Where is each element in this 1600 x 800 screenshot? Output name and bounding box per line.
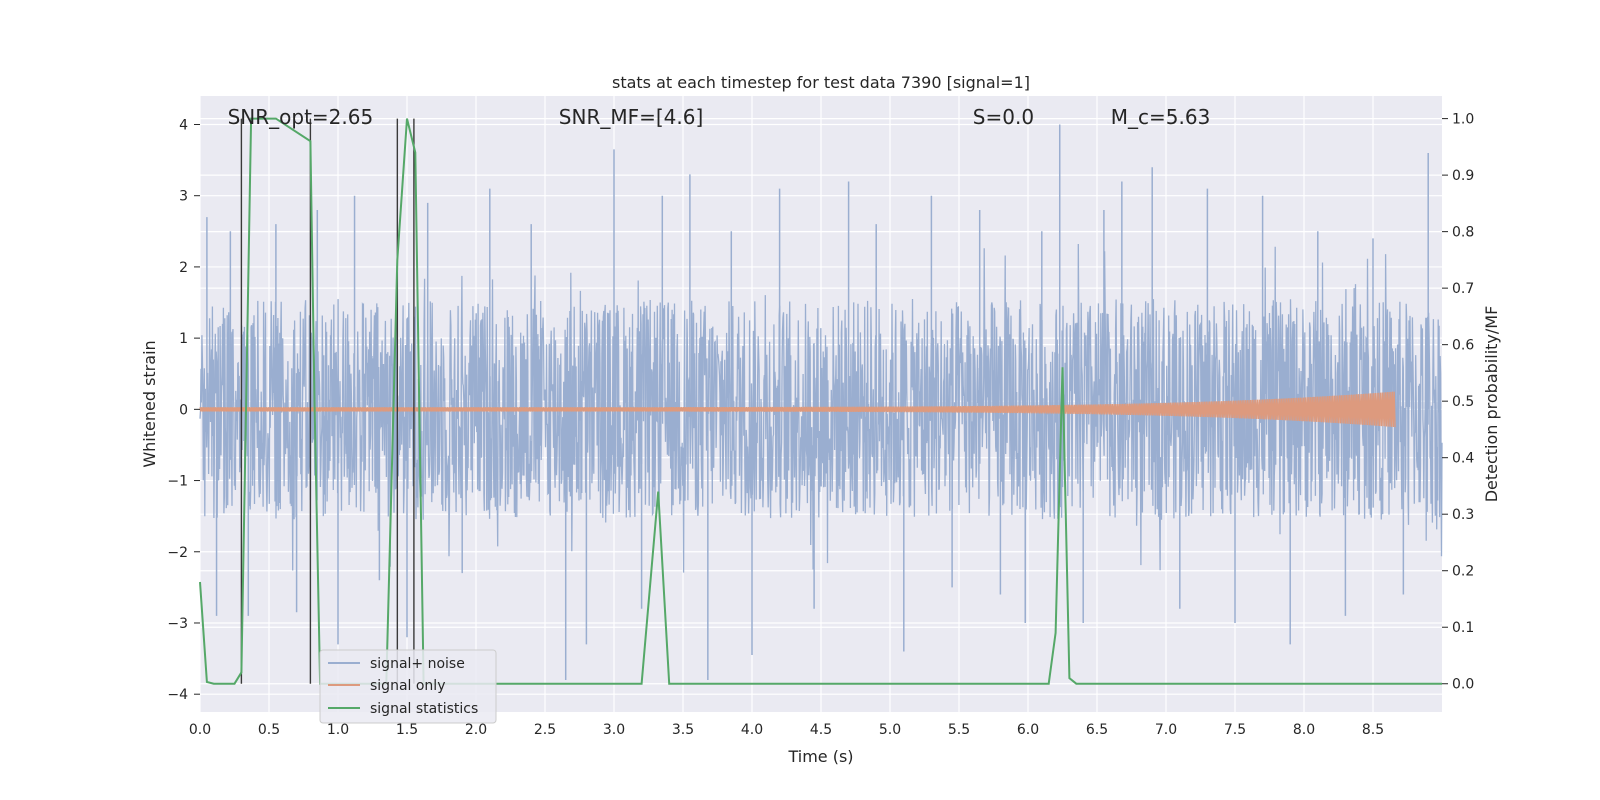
- x-tick-label: 3.5: [672, 722, 694, 738]
- x-tick-label: 5.0: [879, 722, 901, 738]
- y-tick-label: −4: [167, 687, 188, 703]
- y-tick-label: −1: [167, 474, 188, 490]
- legend-label-signal-noise: signal+ noise: [370, 656, 465, 672]
- ticks-layer: 0.0 0.5 1.0 1.5 2.0 2.5 3.0 3.5 4.0 4.5 5.0 5.5 6.0 6…: [167, 112, 1474, 738]
- x-tick-label: 2.0: [465, 722, 487, 738]
- series-signal-only: [199, 391, 1396, 428]
- x-tick-label: 7.0: [1155, 722, 1177, 738]
- x-tick-label: 2.5: [534, 722, 556, 738]
- x-axis-label: Time (s): [787, 747, 853, 766]
- x-tick-label: 3.0: [603, 722, 625, 738]
- legend-label-signal-only: signal only: [370, 678, 445, 694]
- statistics-layer: [199, 117, 1442, 685]
- y2-tick-label: 0.6: [1452, 338, 1474, 354]
- y2-tick-label: 0.9: [1452, 168, 1474, 184]
- y-tick-label: 0: [179, 402, 188, 418]
- x-tick-label: 4.5: [810, 722, 832, 738]
- y2-tick-label: 0.2: [1452, 564, 1474, 580]
- y-tick-label: 4: [179, 117, 188, 133]
- y-tick-label: −2: [167, 545, 188, 561]
- vertical-lines: [240, 118, 415, 684]
- series-signal-statistics: [199, 117, 1442, 685]
- annotation-snr-mf: SNR_MF=[4.6]: [559, 105, 703, 129]
- x-tick-label: 8.5: [1362, 722, 1384, 738]
- x-tick-label: 1.5: [396, 722, 418, 738]
- signal-layer: [199, 391, 1396, 428]
- y-tick-label: 2: [179, 260, 188, 276]
- annotation-s-value: S=0.0: [973, 105, 1034, 129]
- y2-tick-label: 0.1: [1452, 620, 1474, 636]
- x-tick-label: 5.5: [948, 722, 970, 738]
- x-tick-label: 0.5: [258, 722, 280, 738]
- x-tick-label: 8.0: [1293, 722, 1315, 738]
- annotation-mc-value: M_c=5.63: [1111, 105, 1211, 129]
- y-axis-label: Whitened strain: [140, 340, 159, 467]
- legend: signal+ noise signal only signal statist…: [319, 649, 497, 724]
- y-tick-label: −3: [167, 616, 188, 632]
- legend-label-signal-statistics: signal statistics: [370, 701, 478, 717]
- annotation-snr-opt: SNR_opt=2.65: [228, 105, 374, 129]
- chart-title: stats at each timestep for test data 739…: [612, 73, 1030, 92]
- x-tick-label: 1.0: [327, 722, 349, 738]
- y2-tick-label: 0.8: [1452, 225, 1474, 241]
- y2-tick-label: 0.3: [1452, 507, 1474, 523]
- y-tick-label: 1: [179, 331, 188, 347]
- y2-tick-label: 0.7: [1452, 281, 1474, 297]
- x-tick-label: 6.0: [1017, 722, 1039, 738]
- x-tick-label: 7.5: [1224, 722, 1246, 738]
- y2-tick-label: 0.5: [1452, 394, 1474, 410]
- x-tick-label: 4.0: [741, 722, 763, 738]
- y2-axis-label: Detection probability/MF: [1482, 306, 1501, 503]
- legend-box: [319, 649, 497, 724]
- annotations: SNR_opt=2.65 SNR_MF=[4.6] S=0.0 M_c=5.63: [228, 105, 1211, 129]
- series-signal-noise: [199, 243, 1443, 573]
- y2-tick-label: 1.0: [1452, 112, 1474, 128]
- y-tick-label: 3: [179, 189, 188, 205]
- y2-tick-label: 0.4: [1452, 451, 1474, 467]
- y2-tick-label: 0.0: [1452, 677, 1474, 693]
- x-tick-label: 6.5: [1086, 722, 1108, 738]
- x-tick-label: 0.0: [189, 722, 211, 738]
- noise-layer: [199, 124, 1443, 680]
